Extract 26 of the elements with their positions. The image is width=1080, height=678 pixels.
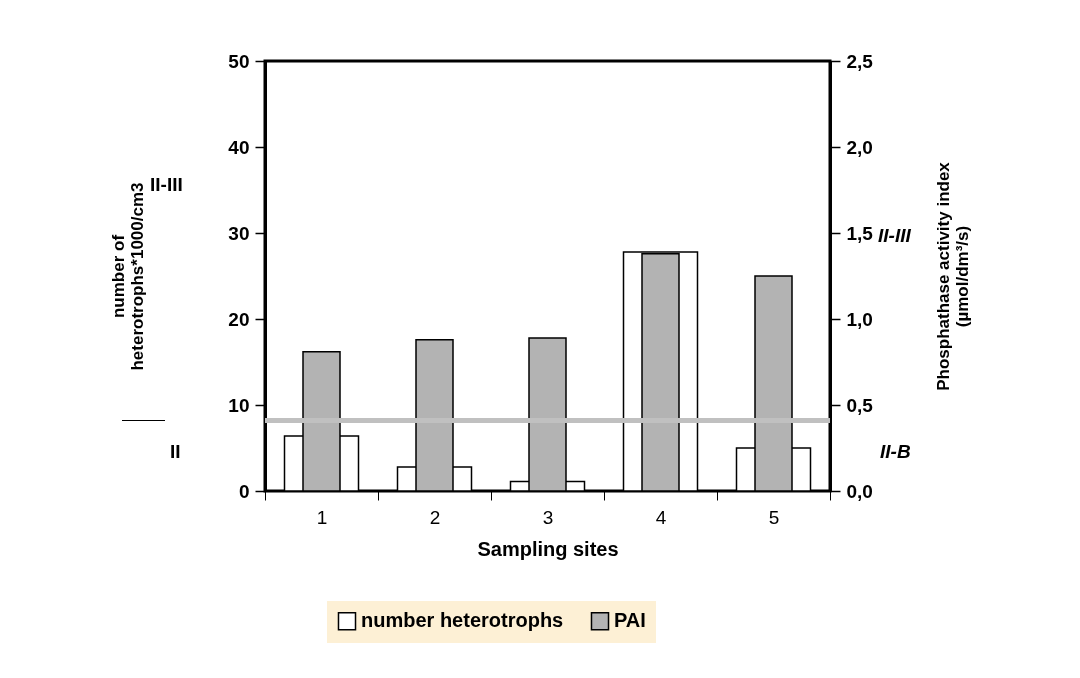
x-tick-label: 2 — [429, 506, 441, 528]
x-tick-label: 1 — [316, 506, 328, 528]
y2-tick-label: 0,5 — [846, 394, 874, 416]
text: II-III — [150, 174, 183, 196]
y2-tick-label: 1,0 — [846, 308, 873, 330]
x-tick-label: 4 — [655, 506, 667, 528]
y2-tick-label: 2,0 — [846, 136, 873, 158]
y2-tick-label: 0,0 — [846, 480, 873, 502]
y-axis-title: number of heterotrophs*1000/cm3 — [108, 182, 147, 371]
y2-tick-label: 1,5 — [846, 222, 874, 244]
y-tick-label: 40 — [228, 136, 250, 158]
legend-label: PAI — [614, 609, 646, 632]
y-tick-label: 30 — [228, 222, 250, 244]
text: II — [170, 441, 181, 463]
y-tick-label: 50 — [228, 50, 250, 72]
x-tick-label: 5 — [768, 506, 780, 528]
text: II-B — [880, 441, 911, 463]
y2-axis-title: Phosphathase activity index (µmol/dm³/s) — [933, 161, 972, 391]
y-tick-label: 0 — [238, 480, 250, 502]
y2-tick-label: 2,5 — [846, 50, 874, 72]
x-tick-label: 3 — [542, 506, 554, 528]
y-tick-label: 20 — [228, 308, 250, 330]
x-axis-title: Sampling sites — [477, 537, 619, 560]
y-tick-label: 10 — [228, 394, 250, 416]
legend-label: number heterotrophs — [361, 609, 564, 632]
text: II-III — [878, 225, 911, 247]
